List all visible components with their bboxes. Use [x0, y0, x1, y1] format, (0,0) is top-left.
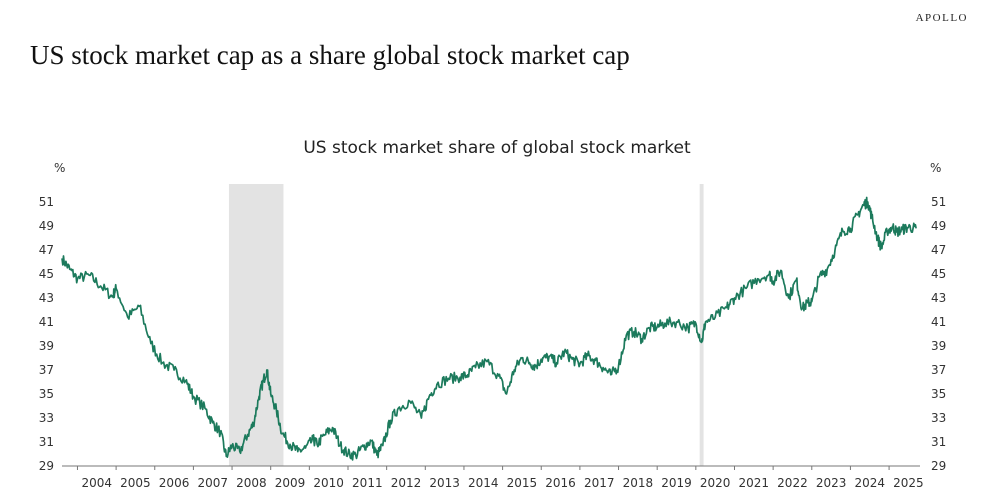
y-axis-left: 29 31 33 35 37 39 41 43 45 47 49 51 — [39, 195, 54, 473]
x-tick-2024: 2024 — [854, 476, 885, 490]
y-tick-right-39: 39 — [931, 339, 946, 353]
x-axis: 2004 2005 2006 2007 2008 2009 2010 2011 2012 2013… — [62, 465, 924, 490]
y-tick-left-51: 51 — [39, 195, 54, 209]
y-tick-right-29: 29 — [931, 459, 946, 473]
y-tick-right-49: 49 — [931, 219, 946, 233]
y-tick-left-37: 37 — [39, 363, 54, 377]
y-tick-left-31: 31 — [39, 435, 54, 449]
x-tick-2004: 2004 — [82, 476, 113, 490]
x-tick-2010: 2010 — [313, 476, 344, 490]
x-tick-2014: 2014 — [468, 476, 499, 490]
y-tick-right-31: 31 — [931, 435, 946, 449]
x-tick-2018: 2018 — [623, 476, 654, 490]
x-tick-2016: 2016 — [545, 476, 576, 490]
brand-logo: APOLLO — [915, 12, 968, 24]
x-tick-2025: 2025 — [893, 476, 924, 490]
x-tick-2022: 2022 — [777, 476, 808, 490]
y-tick-left-43: 43 — [39, 291, 54, 305]
y-tick-right-41: 41 — [931, 315, 946, 329]
y-axis-right: 29 31 33 35 37 39 41 43 45 47 49 51 — [931, 195, 946, 473]
x-tick-2008: 2008 — [236, 476, 267, 490]
y-tick-right-47: 47 — [931, 243, 946, 257]
recession-band-1 — [228, 184, 284, 466]
y-tick-left-39: 39 — [39, 339, 54, 353]
y-tick-left-35: 35 — [39, 387, 54, 401]
x-tick-2017: 2017 — [584, 476, 615, 490]
y-tick-left-49: 49 — [39, 219, 54, 233]
y-tick-right-45: 45 — [931, 267, 946, 281]
y-tick-left-45: 45 — [39, 267, 54, 281]
x-tick-2009: 2009 — [275, 476, 306, 490]
x-tick-2011: 2011 — [352, 476, 383, 490]
x-tick-2020: 2020 — [700, 476, 731, 490]
x-tick-2005: 2005 — [120, 476, 151, 490]
y-axis-unit-left: % — [54, 161, 65, 175]
page-title: US stock market cap as a share global st… — [30, 40, 630, 70]
y-tick-left-41: 41 — [39, 315, 54, 329]
recession-band-2 — [699, 184, 704, 466]
y-tick-left-29: 29 — [39, 459, 54, 473]
y-tick-right-51: 51 — [931, 195, 946, 209]
y-tick-left-47: 47 — [39, 243, 54, 257]
x-tick-2006: 2006 — [159, 476, 190, 490]
y-tick-right-33: 33 — [931, 411, 946, 425]
y-tick-left-33: 33 — [39, 411, 54, 425]
x-tick-2023: 2023 — [816, 476, 847, 490]
recession-bands — [228, 184, 704, 466]
x-tick-2007: 2007 — [197, 476, 228, 490]
y-tick-right-35: 35 — [931, 387, 946, 401]
x-tick-2021: 2021 — [739, 476, 770, 490]
x-tick-2019: 2019 — [661, 476, 692, 490]
x-tick-2015: 2015 — [507, 476, 538, 490]
y-tick-right-37: 37 — [931, 363, 946, 377]
series-line-us-share — [61, 196, 917, 461]
chart-title: US stock market share of global stock ma… — [303, 138, 691, 158]
x-tick-2013: 2013 — [429, 476, 460, 490]
x-tick-2012: 2012 — [391, 476, 422, 490]
y-tick-right-43: 43 — [931, 291, 946, 305]
y-axis-unit-right: % — [930, 161, 941, 175]
